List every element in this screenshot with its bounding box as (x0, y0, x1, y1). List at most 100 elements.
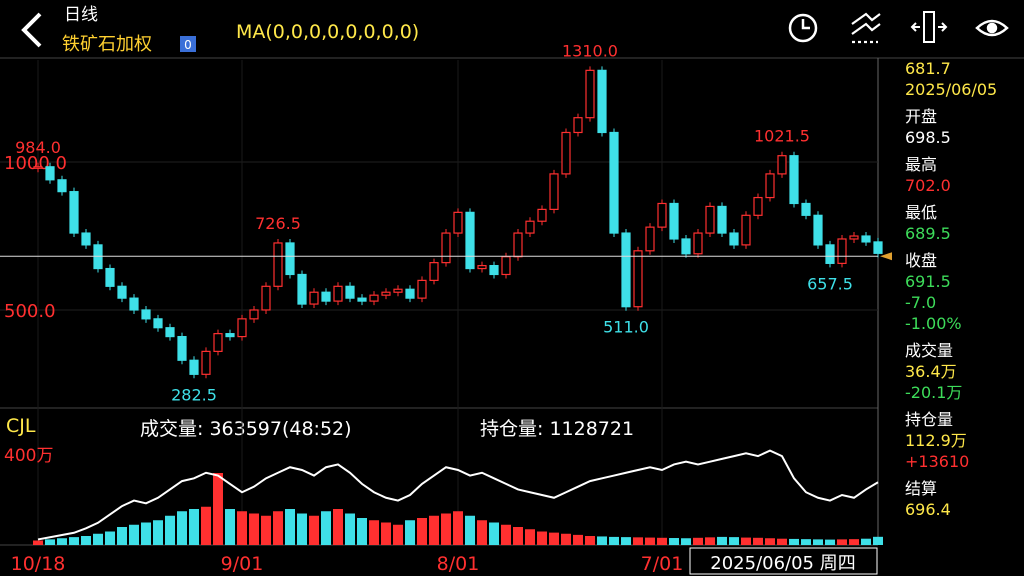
range-icon[interactable] (910, 11, 948, 43)
volume-bar (681, 538, 691, 545)
volume-bar (621, 537, 631, 545)
volume-bar (837, 539, 847, 545)
x-tick-label: 9/01 (221, 553, 264, 575)
quote-value: 36.4万 (905, 362, 957, 381)
quote-panel: 681.7 2025/06/05 开盘 698.5 最高 702.0 最低 689.5 收盘 69… (905, 58, 1024, 526)
volume-bar (477, 520, 487, 545)
candle-body (225, 333, 235, 338)
candle-body (57, 179, 67, 193)
quote-group: 持仓量 112.9万 +13610 (905, 409, 1024, 472)
candle-body (369, 294, 379, 302)
eye-icon[interactable] (975, 19, 1009, 37)
candle-body (501, 256, 511, 276)
volume-bar (657, 537, 667, 545)
candle-body (717, 205, 727, 234)
open-interest-text: 持仓量: 1128721 (480, 418, 634, 440)
candle-body (465, 211, 475, 270)
x-tick-label: 10/18 (11, 553, 66, 575)
volume-bar (33, 540, 43, 545)
candle-body (309, 291, 319, 305)
candle-body (537, 208, 547, 222)
quote-title: 收盘 (905, 251, 938, 270)
cursor-date-box (689, 547, 878, 575)
quote-title: 最高 (905, 155, 938, 174)
price-annotation: 726.5 (255, 214, 301, 233)
candle-body (129, 297, 139, 311)
volume-bar (561, 533, 571, 545)
volume-bar (645, 537, 655, 545)
candle-body (753, 196, 763, 216)
candle-body (357, 297, 367, 302)
candle-body (765, 173, 775, 199)
ma-indicator[interactable]: MA(0,0,0,0,0,0,0,0) (236, 21, 419, 43)
volume-bar (429, 515, 439, 545)
volume-bar (225, 509, 235, 545)
badge: 0 (184, 38, 192, 52)
back-button[interactable] (21, 12, 42, 48)
candle-body (561, 131, 571, 175)
quote-group: 开盘 698.5 (905, 106, 1024, 148)
volume-bar (285, 509, 295, 545)
quote-value: 2025/06/05 (905, 80, 998, 99)
volume-bar (753, 537, 763, 545)
volume-panel-title: CJL (6, 415, 36, 437)
volume-bar (405, 520, 415, 545)
candle-body (789, 155, 799, 205)
volume-bar (873, 536, 883, 545)
volume-bar (237, 511, 247, 545)
candle-body (45, 166, 55, 181)
volume-bar (693, 537, 703, 545)
volume-bar (777, 538, 787, 545)
candle-body (117, 285, 127, 299)
volume-bar (705, 537, 715, 545)
candle-body (729, 232, 739, 246)
volume-bar (57, 538, 67, 545)
volume-bar (153, 520, 163, 545)
volume-bar (669, 538, 679, 545)
volume-bar (93, 533, 103, 545)
volume-bar (165, 515, 175, 545)
volume-bar (177, 511, 187, 545)
y-tick-label: 500.0 (4, 301, 56, 322)
candle-body (777, 155, 787, 175)
quote-group: 最高 702.0 (905, 154, 1024, 196)
quote-title: 成交量 (905, 341, 954, 360)
x-tick-label: 7/01 (641, 553, 684, 575)
candle-body (333, 285, 343, 302)
volume-bar (321, 511, 331, 545)
candle-body (657, 202, 667, 228)
volume-bar (609, 536, 619, 545)
volume-bar (81, 536, 91, 545)
candle-body (801, 202, 811, 216)
price-annotation: 984.0 (15, 138, 61, 157)
clock-icon[interactable] (788, 13, 818, 43)
candle-body (681, 238, 691, 255)
quote-value: 681.7 (905, 59, 951, 78)
volume-bar (789, 538, 799, 545)
volume-bar (825, 539, 835, 545)
volume-bar (129, 524, 139, 545)
candle-body (573, 117, 583, 134)
quote-value: 696.4 (905, 500, 951, 519)
volume-bar (417, 518, 427, 545)
candle-body (237, 318, 247, 338)
instrument-name[interactable]: 铁矿石加权 (62, 34, 152, 55)
candle-body (213, 333, 223, 352)
volume-bar (717, 536, 727, 545)
candle-body (69, 191, 79, 234)
candle-body (249, 309, 259, 320)
candle-body (645, 226, 655, 252)
price-annotation: 511.0 (603, 318, 649, 337)
draw-icon[interactable] (851, 12, 881, 44)
volume-bar (69, 537, 79, 545)
volume-bar (201, 506, 211, 545)
candle-body (273, 242, 283, 287)
volume-bar (597, 536, 607, 545)
volume-bar (537, 531, 547, 545)
candle-body (669, 202, 679, 240)
candle-body (405, 288, 415, 299)
candle-body (285, 242, 295, 276)
candle-body (477, 264, 487, 270)
